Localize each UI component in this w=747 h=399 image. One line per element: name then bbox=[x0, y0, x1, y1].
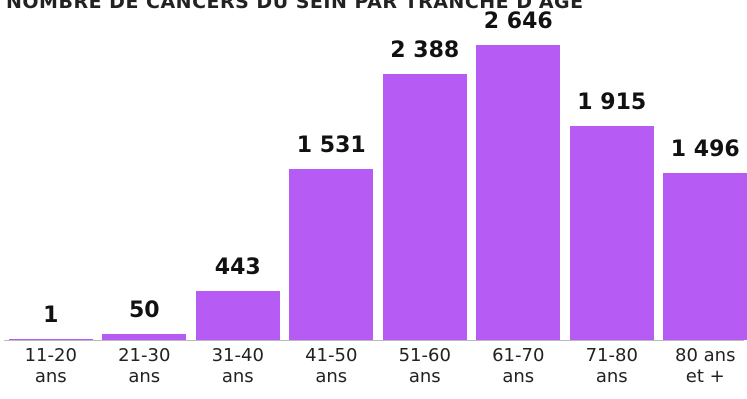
value-label: 2 388 bbox=[390, 37, 460, 63]
bar bbox=[195, 290, 280, 340]
bar bbox=[382, 73, 467, 340]
bar bbox=[102, 334, 187, 340]
value-label: 1 915 bbox=[577, 90, 647, 116]
bar bbox=[569, 126, 654, 340]
x-tick-label: 51-60 ans bbox=[398, 345, 451, 387]
x-tick-label: 80 ans et + bbox=[675, 345, 736, 387]
value-label: 1 496 bbox=[670, 137, 740, 163]
value-label: 1 bbox=[43, 303, 59, 328]
bar bbox=[663, 173, 747, 340]
x-tick-label: 71-80 ans bbox=[585, 345, 638, 387]
x-tick-label: 41-50 ans bbox=[305, 345, 358, 387]
x-tick-label: 61-70 ans bbox=[492, 345, 545, 387]
x-tick-label: 11-20 ans bbox=[24, 345, 77, 387]
bar bbox=[476, 44, 561, 340]
bar bbox=[8, 339, 93, 340]
x-tick-label: 31-40 ans bbox=[211, 345, 264, 387]
x-tick-label: 21-30 ans bbox=[118, 345, 171, 387]
value-label: 1 531 bbox=[296, 133, 366, 159]
chart-title: NOMBRE DE CANCERS DU SEIN PAR TRANCHE D'… bbox=[6, 0, 584, 13]
bar bbox=[289, 169, 374, 340]
value-label: 50 bbox=[128, 298, 160, 324]
baseline bbox=[4, 340, 744, 341]
value-label: 2 646 bbox=[483, 8, 553, 34]
value-label: 443 bbox=[214, 254, 261, 280]
